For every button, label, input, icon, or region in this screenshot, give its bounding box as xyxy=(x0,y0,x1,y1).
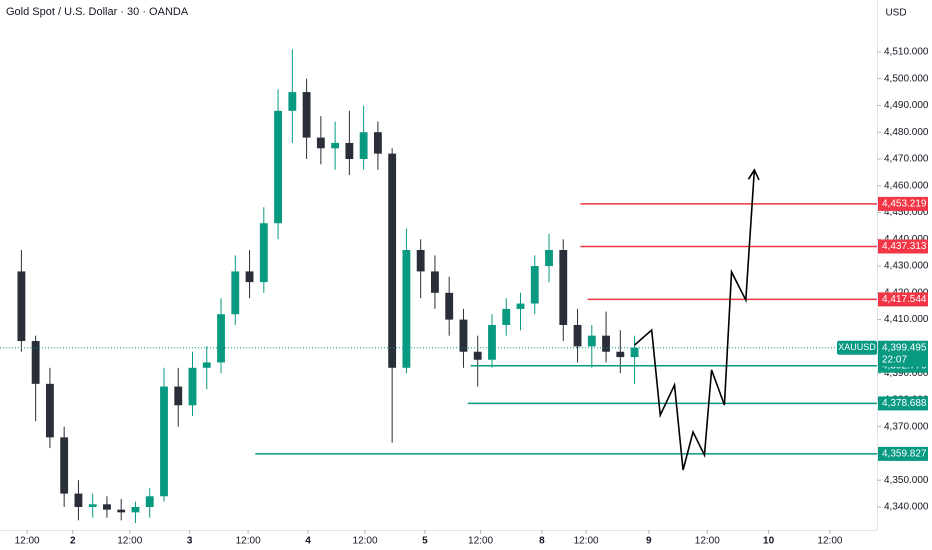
candle-body xyxy=(331,142,340,149)
candle-body xyxy=(74,493,83,507)
y-tick-label: 4,440.000 xyxy=(884,234,929,245)
candle-body xyxy=(245,271,254,283)
y-tick-label: 4,350.000 xyxy=(884,475,929,486)
candle-body xyxy=(31,341,40,384)
candle-body xyxy=(17,271,26,342)
level-label: 4,437.313 xyxy=(882,241,927,252)
candle-body xyxy=(117,509,126,513)
level-label-box xyxy=(878,396,928,411)
candle-body xyxy=(573,324,582,347)
y-tick-label: 4,510.000 xyxy=(884,47,929,58)
y-tick-label: 4,450.000 xyxy=(884,207,929,218)
x-tick-label: 12:00 xyxy=(353,536,378,547)
last-price-box xyxy=(878,340,928,367)
symbol-label: XAUUSD xyxy=(838,342,876,352)
y-tick-label: 4,340.000 xyxy=(884,502,929,513)
candle-body xyxy=(545,250,553,267)
candle-body xyxy=(45,383,54,438)
y-tick-label: 4,460.000 xyxy=(884,180,929,191)
projection-path xyxy=(634,169,756,471)
candle-body xyxy=(259,223,268,283)
y-tick-label: 4,480.000 xyxy=(884,127,929,138)
candle-body xyxy=(459,319,468,352)
candle-body xyxy=(530,266,539,304)
x-tick-label: 12:00 xyxy=(468,536,493,547)
candle-body xyxy=(174,386,183,406)
y-tick-label: 4,470.000 xyxy=(884,154,929,165)
candle-body xyxy=(103,504,111,510)
candle-body xyxy=(274,110,282,224)
x-tick-label: 3 xyxy=(187,536,193,547)
candle-body xyxy=(559,250,568,325)
candle-body xyxy=(160,386,168,497)
currency-label[interactable]: USD xyxy=(885,8,906,19)
candle-body xyxy=(217,314,225,363)
symbol-label-box xyxy=(837,340,877,355)
candle-body xyxy=(288,92,297,111)
y-tick-label: 4,410.000 xyxy=(884,314,929,325)
candle-body xyxy=(473,351,482,360)
level-label-box xyxy=(878,196,928,211)
candle-body xyxy=(231,271,240,315)
x-tick-label: 12:00 xyxy=(817,536,842,547)
y-tick-label: 4,370.000 xyxy=(884,421,929,432)
projection-arrowhead xyxy=(747,168,760,181)
candle-body xyxy=(316,137,325,149)
candle-body xyxy=(445,292,454,320)
y-tick-label: 4,390.000 xyxy=(884,368,929,379)
x-tick-label: 5 xyxy=(422,536,428,547)
level-label: 4,378.688 xyxy=(882,398,927,409)
candle-body xyxy=(630,347,639,358)
candle-body xyxy=(145,496,154,507)
x-tick-label: 9 xyxy=(646,536,652,547)
candle-body xyxy=(131,506,140,513)
x-tick-label: 12:00 xyxy=(236,536,261,547)
candle-body xyxy=(602,335,610,352)
countdown-label: 22:07 xyxy=(882,354,907,365)
level-label: 4,453.219 xyxy=(882,199,927,210)
candle-body xyxy=(431,271,439,293)
plot xyxy=(17,49,639,524)
x-tick-label: 4 xyxy=(305,536,311,547)
level-label-box xyxy=(878,292,928,307)
candle-body xyxy=(88,504,97,507)
candle-body xyxy=(373,132,382,154)
candle-body xyxy=(488,324,496,360)
candle-body xyxy=(587,335,596,347)
candle-body xyxy=(302,92,311,138)
candle-body xyxy=(616,351,625,358)
x-tick-label: 8 xyxy=(539,536,545,547)
x-tick-label: 12:00 xyxy=(574,536,599,547)
last-price-label: 4,399.495 xyxy=(882,342,927,353)
x-tick-label: 2 xyxy=(70,536,76,547)
candle-body xyxy=(388,153,397,368)
y-tick-label: 4,430.000 xyxy=(884,261,929,272)
x-tick-label: 10 xyxy=(763,536,775,547)
level-label-box xyxy=(878,446,928,461)
level-label: 4,417.544 xyxy=(882,294,927,305)
x-tick-label: 12:00 xyxy=(15,536,40,547)
candle-body xyxy=(60,437,69,494)
candle-body xyxy=(359,132,368,159)
candle-body xyxy=(345,142,354,159)
chart-title: Gold Spot / U.S. Dollar · 30 · OANDA xyxy=(6,6,189,18)
x-tick-label: 12:00 xyxy=(695,536,720,547)
candle-body xyxy=(188,367,197,406)
candle-body xyxy=(516,303,525,309)
x-tick-label: 12:00 xyxy=(117,536,142,547)
candle-body xyxy=(416,250,425,272)
level-label: 4,359.827 xyxy=(882,449,927,460)
y-tick-label: 4,500.000 xyxy=(884,73,929,84)
candle-body xyxy=(402,250,411,368)
y-tick-label: 4,490.000 xyxy=(884,100,929,111)
level-label-box xyxy=(878,239,928,254)
candle-body xyxy=(502,308,511,325)
candle-body xyxy=(202,362,211,368)
